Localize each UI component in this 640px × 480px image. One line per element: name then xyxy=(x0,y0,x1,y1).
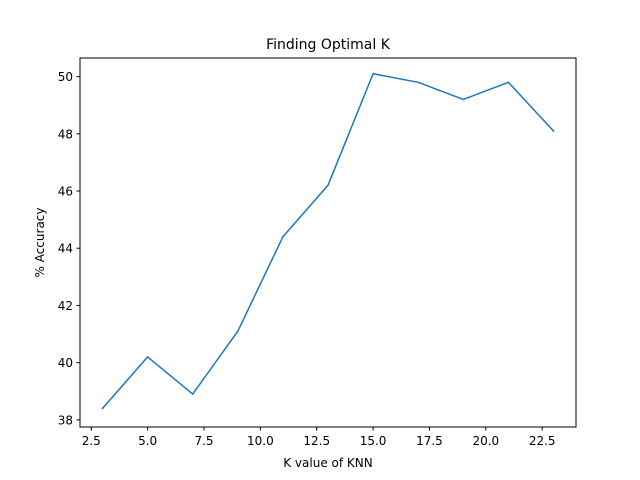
data-point xyxy=(282,236,284,238)
y-tick-label: 46 xyxy=(58,185,73,199)
y-tick-label: 48 xyxy=(58,127,73,141)
y-tick-label: 50 xyxy=(58,70,73,84)
data-point xyxy=(507,81,510,84)
chart-title: Finding Optimal K xyxy=(266,37,391,53)
x-axis-label: K value of KNN xyxy=(283,456,372,470)
data-point xyxy=(372,72,374,75)
x-tick-label: 22.5 xyxy=(529,434,556,448)
y-tick-label: 40 xyxy=(58,356,73,370)
y-axis: 38 40 42 44 46 48 50 xyxy=(58,70,80,427)
y-tick-label: 42 xyxy=(58,299,73,313)
data-point xyxy=(327,184,329,187)
data-point xyxy=(417,81,419,84)
x-tick-label: 7.5 xyxy=(194,434,213,448)
y-tick-label: 38 xyxy=(58,413,73,427)
data-point xyxy=(101,407,104,410)
data-point xyxy=(191,393,194,395)
x-tick-label: 15.0 xyxy=(360,434,387,448)
y-tick-label: 44 xyxy=(58,242,73,256)
x-tick-label: 10.0 xyxy=(247,434,274,448)
data-point xyxy=(462,98,465,101)
x-tick-label: 12.5 xyxy=(303,434,330,448)
data-point xyxy=(552,130,555,132)
x-tick-label: 17.5 xyxy=(416,434,443,448)
plot-area xyxy=(101,72,555,410)
x-axis: 2.5 5.0 7.5 10.0 12.5 15.0 17.5 20.0 22.5 xyxy=(82,427,556,448)
y-axis-label: % Accuracy xyxy=(33,207,47,277)
x-tick-label: 20.0 xyxy=(472,434,499,448)
data-point xyxy=(146,356,149,358)
x-tick-label: 2.5 xyxy=(82,434,101,448)
data-point xyxy=(237,330,239,332)
axes-frame xyxy=(79,57,577,428)
x-tick-label: 5.0 xyxy=(138,434,157,448)
